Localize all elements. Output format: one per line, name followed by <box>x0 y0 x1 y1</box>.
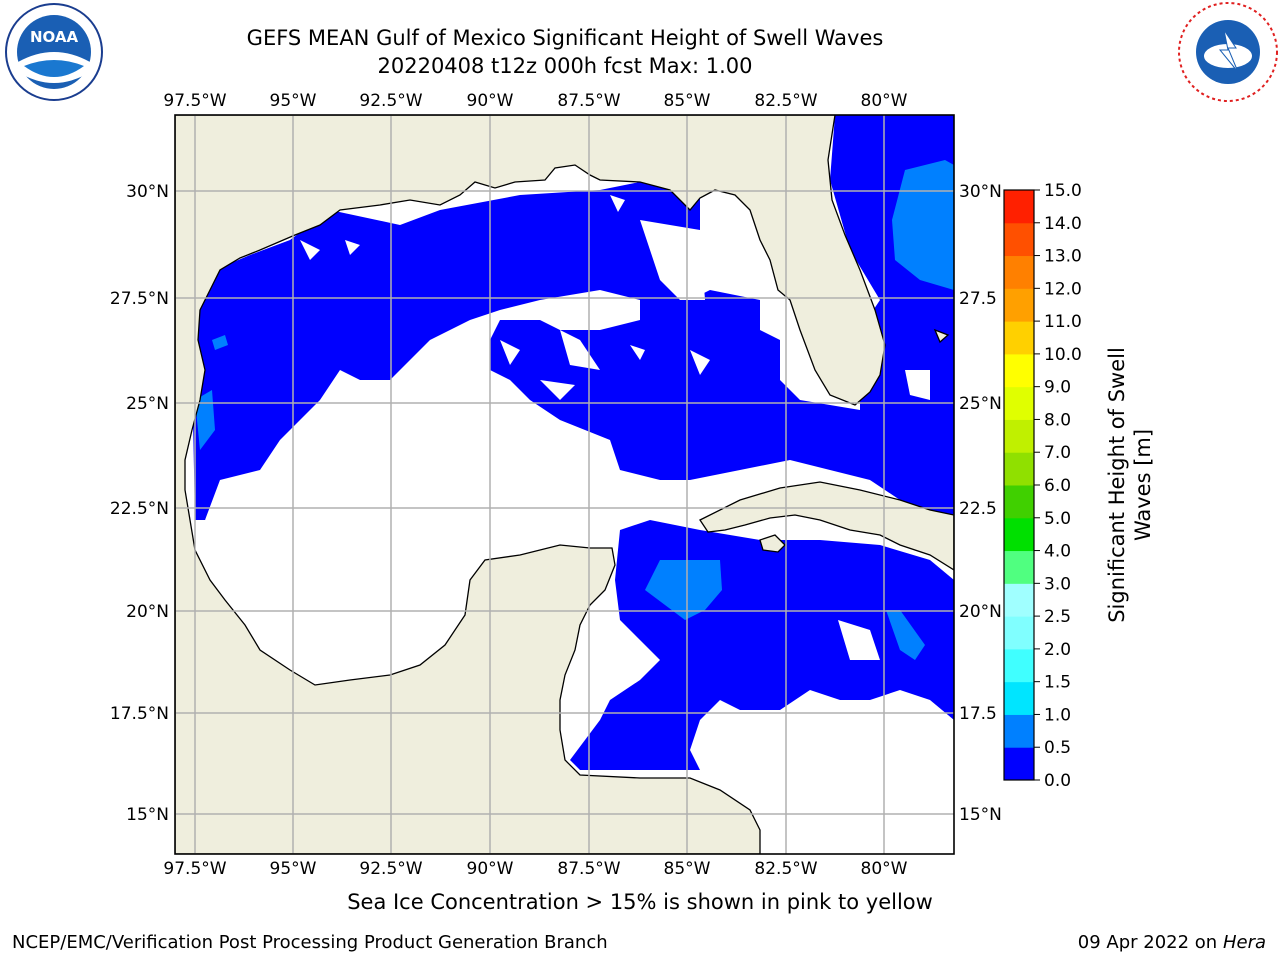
lon-label: 97.5°W <box>163 91 226 111</box>
lon-label: 82.5°W <box>754 859 817 879</box>
colorbar-swatch <box>1004 747 1034 781</box>
lat-label: 27.5°N <box>110 289 169 309</box>
colorbar-swatch <box>1004 419 1034 453</box>
colorbar-tick-label: 7.0 <box>1044 443 1071 463</box>
colorbar-swatch <box>1004 452 1034 486</box>
lon-label: 85°W <box>664 859 711 879</box>
sea-ice-note: Sea Ice Concentration > 15% is shown in … <box>347 890 933 914</box>
lat-label: 30°N <box>959 182 1002 202</box>
colorbar-tick-label: 4.0 <box>1044 542 1071 562</box>
colorbar-tick-label: 1.5 <box>1044 673 1071 693</box>
lat-labels-right: 30°N 27.5 25°N 22.5 20°N 17.5 15°N <box>959 182 1002 825</box>
land-isla-juventud <box>759 534 786 553</box>
colorbar-tick-label: 13.0 <box>1044 247 1082 267</box>
chart-subtitle: 20220408 t12z 000h fcst Max: 1.00 <box>377 54 753 78</box>
colorbar-tick-label: 5.0 <box>1044 509 1071 529</box>
credit-date: 09 Apr 2022 on <box>1077 932 1223 953</box>
colorbar-swatch <box>1004 255 1034 289</box>
colorbar-tick-label: 15.0 <box>1044 181 1082 201</box>
colorbar-tick-label: 0.5 <box>1044 738 1071 758</box>
lon-label: 87.5°W <box>557 859 620 879</box>
colorbar-swatch <box>1004 616 1034 650</box>
land-cuba <box>699 481 954 571</box>
credit-right: 09 Apr 2022 on Hera <box>1078 932 1266 953</box>
colorbar-label-line2: Waves [m] <box>1131 429 1155 541</box>
colorbar-tick-label: 6.0 <box>1044 476 1071 496</box>
colorbar-swatch <box>1004 583 1034 617</box>
lon-label: 85°W <box>664 91 711 111</box>
lon-label: 80°W <box>861 91 908 111</box>
map-area <box>175 115 954 854</box>
colorbar-swatch <box>1004 681 1034 715</box>
colorbar-tick-label: 12.0 <box>1044 279 1082 299</box>
colorbar-tick-label: 8.0 <box>1044 410 1071 430</box>
lat-label: 15°N <box>959 805 1002 825</box>
colorbar-swatch <box>1004 321 1034 355</box>
colorbar-tick-label: 9.0 <box>1044 378 1071 398</box>
colorbar-swatch <box>1004 353 1034 388</box>
credit-left: NCEP/EMC/Verification Post Processing Pr… <box>12 932 608 953</box>
lon-labels-top: 97.5°W 95°W 92.5°W 90°W 87.5°W 85°W 82.5… <box>163 91 907 111</box>
colorbar-swatch <box>1004 190 1034 224</box>
colorbar-swatch <box>1004 648 1034 683</box>
noaa-logo: NOAA <box>5 3 103 101</box>
lat-label: 27.5 <box>959 289 997 309</box>
nws-logo <box>1178 2 1278 102</box>
colorbar-swatch <box>1004 288 1034 322</box>
colorbar-tick-label: 3.0 <box>1044 574 1071 594</box>
chart-title: GEFS MEAN Gulf of Mexico Significant Hei… <box>246 26 884 50</box>
lon-labels-bottom: 97.5°W 95°W 92.5°W 90°W 87.5°W 85°W 82.5… <box>163 859 907 879</box>
lon-label: 92.5°W <box>359 859 422 879</box>
colorbar <box>1004 190 1034 781</box>
lat-label: 17.5°N <box>110 704 169 724</box>
lon-label: 95°W <box>270 91 317 111</box>
lat-label: 25°N <box>126 394 169 414</box>
lat-labels-left: 30°N 27.5°N 25°N 22.5°N 20°N 17.5°N 15°N <box>110 182 169 825</box>
lon-label: 82.5°W <box>754 91 817 111</box>
swell-contour-calm-holes <box>300 195 930 756</box>
colorbar-ticks: 0.0 0.5 1.0 1.5 2.0 2.5 3.0 4.0 5.0 6.0 7.0 8.0 9.0 1… <box>1034 181 1082 791</box>
colorbar-tick-label: 0.0 <box>1044 771 1071 791</box>
colorbar-swatch <box>1004 222 1034 257</box>
colorbar-tick-label: 14.0 <box>1044 214 1082 234</box>
lat-label: 17.5 <box>959 704 997 724</box>
colorbar-tick-label: 2.0 <box>1044 640 1071 660</box>
lat-label: 22.5 <box>959 499 997 519</box>
noaa-logo-text: NOAA <box>30 28 79 46</box>
colorbar-swatch <box>1004 714 1034 748</box>
colorbar-label-line1: Significant Height of Swell <box>1105 347 1129 623</box>
lon-label: 80°W <box>861 859 908 879</box>
lat-label: 25°N <box>959 394 1002 414</box>
colorbar-tick-label: 11.0 <box>1044 312 1082 332</box>
lat-label: 20°N <box>126 602 169 622</box>
colorbar-swatch <box>1004 386 1034 420</box>
lon-label: 90°W <box>467 859 514 879</box>
colorbar-tick-label: 1.0 <box>1044 705 1071 725</box>
colorbar-swatch <box>1004 485 1034 519</box>
colorbar-swatch <box>1004 517 1034 552</box>
lon-label: 87.5°W <box>557 91 620 111</box>
map-frame <box>174 114 955 855</box>
lat-label: 20°N <box>959 602 1002 622</box>
lat-label: 15°N <box>126 805 169 825</box>
lon-label: 92.5°W <box>359 91 422 111</box>
colorbar-swatch <box>1004 550 1034 584</box>
lat-label: 30°N <box>126 182 169 202</box>
lat-label: 22.5°N <box>110 499 169 519</box>
lon-label: 97.5°W <box>163 859 226 879</box>
graticule <box>175 115 954 854</box>
lon-label: 95°W <box>270 859 317 879</box>
credit-host: Hera <box>1222 932 1266 953</box>
colorbar-tick-label: 2.5 <box>1044 607 1071 627</box>
lon-label: 90°W <box>467 91 514 111</box>
colorbar-tick-label: 10.0 <box>1044 345 1082 365</box>
